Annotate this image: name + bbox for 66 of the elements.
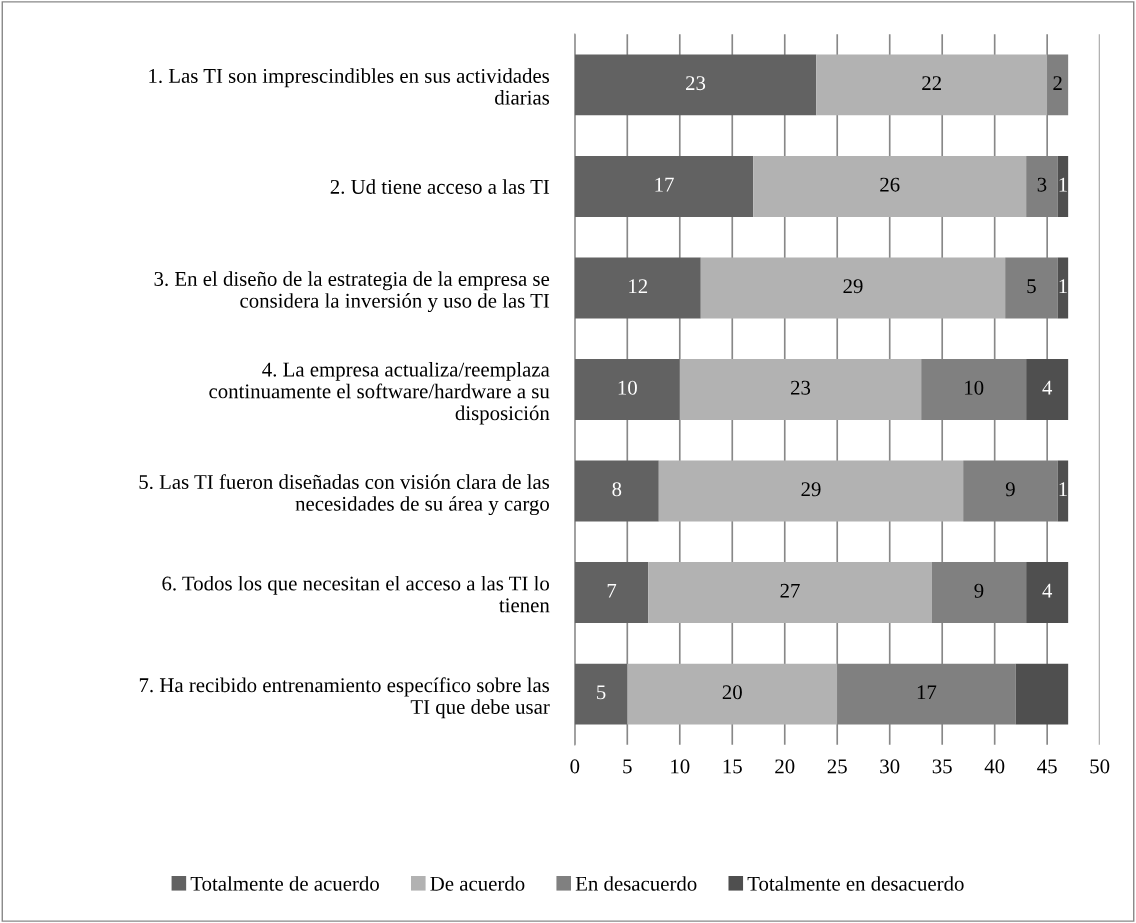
bar — [574, 663, 628, 725]
y-tick-label: 1. Las TI son imprescindibles en sus actividades diarias — [149, 68, 550, 105]
x-tick-label: 30 — [880, 759, 900, 774]
data-label: 17 — [917, 685, 937, 700]
bar — [1015, 663, 1069, 725]
data-label: 9 — [1005, 482, 1015, 497]
y-tick-label: 3. En el diseño de la estrategia de la empresa se considera la inversión y uso de las TI — [154, 271, 550, 313]
bar — [700, 257, 1006, 319]
data-label: 10 — [965, 380, 984, 395]
x-tick-label: 35 — [932, 759, 952, 774]
data-label: 2 — [1053, 76, 1062, 90]
data-label: 10 — [618, 380, 637, 395]
legend-label: Totalmente de acuerdo — [190, 876, 379, 891]
bar — [627, 663, 838, 725]
data-label: 29 — [843, 279, 863, 294]
x-tick-label: 20 — [775, 759, 795, 774]
bar — [816, 54, 1048, 116]
bar — [574, 562, 649, 624]
data-label: 20 — [722, 685, 742, 700]
data-label: 27 — [780, 583, 800, 598]
x-tick-label: 50 — [1090, 759, 1110, 774]
x-tick-label: 5 — [623, 759, 632, 774]
data-label: 7 — [607, 583, 617, 598]
data-label: 4 — [1042, 583, 1053, 598]
x-tick-label: 45 — [1037, 759, 1057, 774]
y-tick-label: 4. La empresa actualiza/reemplaza continuamente el software/hardware a su disposición — [209, 361, 550, 425]
x-tick-label: 15 — [723, 759, 742, 774]
legend-label: De acuerdo — [430, 876, 525, 891]
data-label: 23 — [686, 76, 706, 91]
legend-label: En desacuerdo — [575, 876, 697, 891]
bar — [679, 359, 922, 420]
data-label: 23 — [790, 380, 811, 395]
x-tick-label: 25 — [827, 759, 847, 774]
data-label: 8 — [612, 482, 622, 497]
bar — [1026, 562, 1069, 624]
data-label: 12 — [629, 279, 648, 293]
bar — [1057, 155, 1069, 217]
data-label: 22 — [922, 76, 941, 90]
data-label: 26 — [880, 177, 900, 192]
x-tick-label: 0 — [570, 759, 580, 774]
data-label: 17 — [655, 177, 674, 192]
y-tick-label: 6. Todos los que necesitan el acceso a las TI lo tienen — [162, 575, 550, 613]
bar — [574, 460, 659, 522]
bar — [574, 257, 701, 319]
y-tick-label: 2. Ud tiene acceso a las TI — [330, 179, 550, 194]
data-label: 5 — [1027, 279, 1036, 294]
data-label: 1 — [1059, 279, 1067, 293]
bar — [574, 359, 680, 420]
data-label: 1 — [1059, 177, 1067, 192]
legend-label: Totalmente en desacuerdo — [747, 876, 964, 891]
data-label: 9 — [974, 583, 984, 598]
bar — [574, 155, 754, 217]
data-label: 1 — [1059, 482, 1067, 497]
x-tick-label: 40 — [984, 759, 1005, 774]
bar — [658, 460, 964, 522]
y-tick-label: 5. Las TI fueron diseñadas con visión clara de las necesidades de su área y cargo — [139, 474, 550, 516]
data-label: 3 — [1037, 177, 1047, 192]
y-tick-label: 7. Ha recibido entrenamiento específico sobre las TI que debe usar — [139, 677, 550, 719]
data-label: 4 — [1042, 380, 1053, 395]
bar — [753, 155, 1027, 217]
bar — [648, 562, 932, 624]
x-tick-label: 10 — [671, 759, 690, 774]
bar — [574, 54, 817, 116]
bar — [1026, 359, 1069, 420]
data-label: 5 — [597, 685, 606, 700]
data-label: 29 — [801, 482, 821, 497]
